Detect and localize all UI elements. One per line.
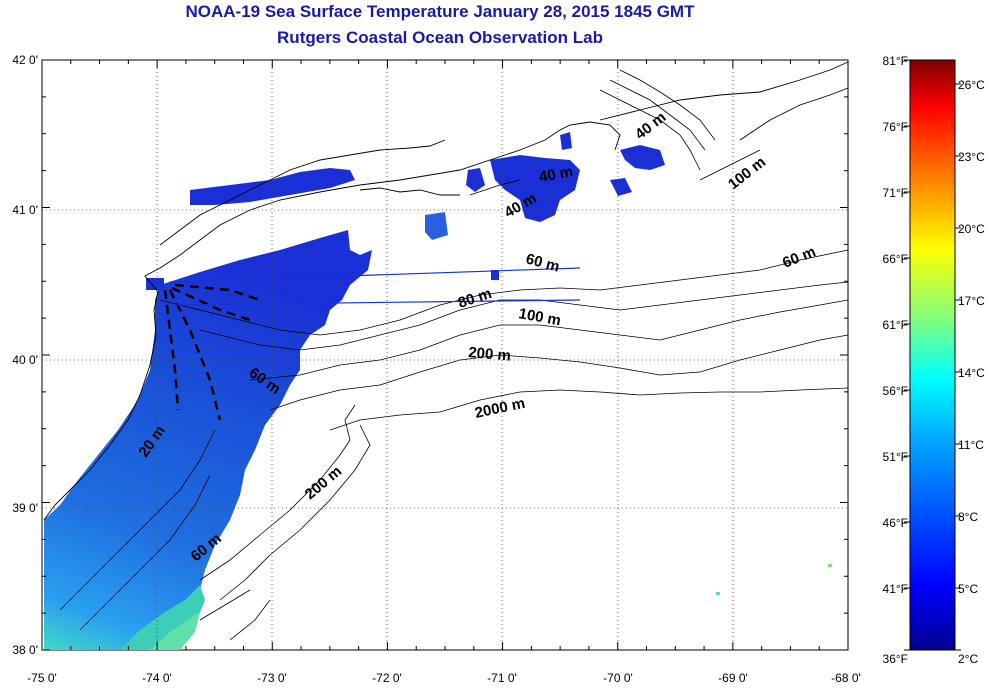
sst-field [44,132,832,650]
colorbar-fahrenheit-label: 71°F [882,186,908,200]
colorbar-celsius-label: 17°C [958,294,985,308]
colorbar-fahrenheit-label: 66°F [882,252,908,266]
hudson-canyon-lines [163,283,261,421]
colorbar-celsius-label: 26°C [958,78,985,92]
lon-label: -70 0' [603,671,633,685]
colorbar-celsius-label: 11°C [958,438,984,452]
colorbar [909,59,956,651]
lon-label: -73 0' [257,671,287,685]
lon-label: -72 0' [372,671,402,685]
lon-label: -68 0' [831,671,861,685]
map-subtitle: Rutgers Coastal Ocean Observation Lab [277,28,603,47]
coastline [43,61,849,521]
colorbar-fahrenheit-label: 76°F [882,120,908,134]
colorbar-celsius-label: 23°C [958,150,985,164]
lat-label: 38 0' [12,643,38,657]
isobath-contours [59,69,849,641]
colorbar-fahrenheit-label: 51°F [882,450,908,464]
lon-label: -74 0' [142,671,172,685]
shipping-lanes [169,267,581,306]
colorbar-fahrenheit-label: 41°F [882,582,908,596]
colorbar-celsius-label: 8°C [958,510,979,524]
colorbar-celsius-label: 14°C [958,366,985,380]
colorbar-celsius-label: 5°C [958,582,979,596]
lat-label: 40 0' [12,353,38,367]
lat-label: 39 0' [12,501,38,515]
lat-label: 41 0' [12,203,38,217]
lon-label: -71 0' [487,671,517,685]
axis-ticks [41,59,849,651]
colorbar-fahrenheit-label: 46°F [882,516,908,530]
colorbar-fahrenheit-label: 61°F [882,318,908,332]
colorbar-ticks [904,59,961,651]
colorbar-fahrenheit-label: 56°F [882,384,908,398]
colorbar-celsius-label: 2°C [958,652,979,666]
colorbar-fahrenheit-label: 81°F [882,54,908,68]
colorbar-fahrenheit-label: 36°F [882,652,908,666]
colorbar-celsius-label: 20°C [958,222,985,236]
contour-label: 40 m [538,163,575,186]
lat-label: 42 0' [12,53,38,67]
map-title: NOAA-19 Sea Surface Temperature January … [185,2,695,21]
lon-label: -69 0' [718,671,748,685]
contour-label: 200 m [468,344,512,365]
lon-label: -75 0' [27,671,57,685]
